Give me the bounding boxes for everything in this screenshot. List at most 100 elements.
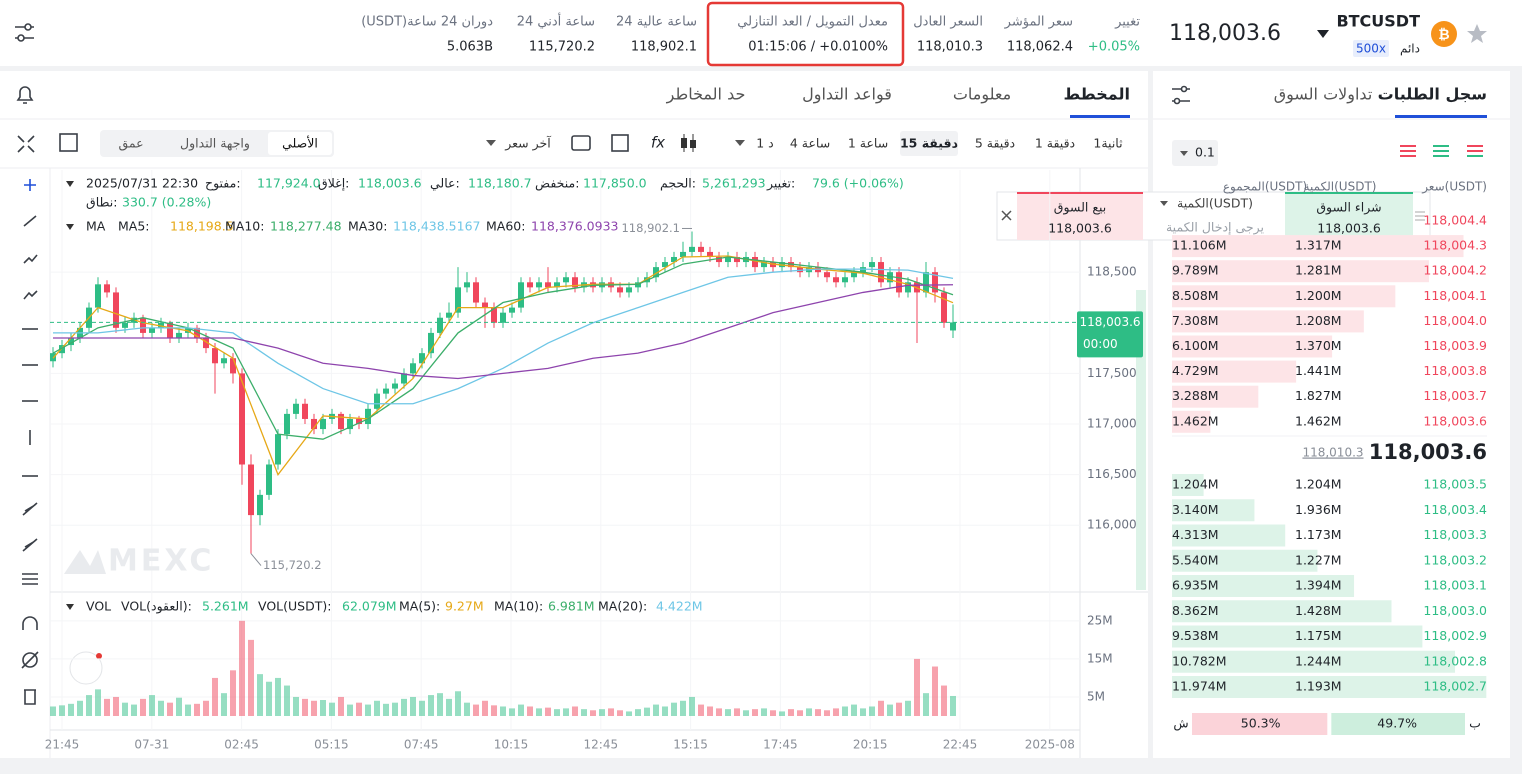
volume-bar [266, 681, 272, 716]
buy-button[interactable] [1285, 192, 1413, 240]
settings-icon[interactable] [15, 23, 34, 42]
panel-icon[interactable] [59, 133, 78, 152]
stat-label: السعر العادل [913, 15, 983, 30]
book-price[interactable]: 118,004.3 [1423, 238, 1487, 253]
book-price[interactable]: 118,004.2 [1423, 263, 1487, 278]
legend-toggle[interactable] [66, 604, 74, 610]
candle-body [518, 282, 524, 308]
chart-tab[interactable]: حد المخاطر [666, 85, 746, 105]
depth-bar [1172, 650, 1456, 673]
candle-body [230, 358, 236, 374]
close-icon[interactable] [1001, 210, 1012, 221]
step-value[interactable]: 0.1 [1195, 145, 1215, 160]
book-price[interactable]: 118,003.6 [1423, 413, 1487, 428]
depth-bar [1172, 625, 1423, 648]
stat-label: سعر المؤشر [1004, 15, 1073, 30]
book-settings-icon[interactable] [1172, 85, 1190, 105]
candle-body [176, 332, 182, 338]
ohlc-value: 117,850.0 [583, 176, 647, 191]
legend-toggle[interactable] [66, 224, 74, 230]
chart-tab[interactable]: قواعد التداول [802, 85, 892, 105]
right-gutter [1510, 71, 1522, 774]
interval[interactable]: دقيقة 5 [975, 136, 1015, 151]
buy-label[interactable]: شراء السوق [1316, 200, 1381, 216]
volume-bar [761, 708, 767, 716]
interval[interactable]: ساعة 4 [790, 136, 830, 151]
candle-body [221, 358, 227, 364]
interval[interactable]: ساعة 1 [848, 136, 888, 151]
view-option[interactable]: واجهة التداول [180, 136, 250, 152]
book-price[interactable]: 118,004.0 [1423, 313, 1487, 328]
candle-body [932, 272, 938, 293]
x-tick-label: 2025-08 [1025, 738, 1075, 752]
qty-dropdown[interactable] [1160, 201, 1168, 206]
book-total: 8.362M [1172, 603, 1219, 618]
book-price[interactable]: 118,003.8 [1423, 363, 1487, 378]
book-qty: 1.370M [1295, 338, 1342, 353]
book-tab[interactable]: سجل الطلبات [1378, 85, 1487, 104]
book-price[interactable]: 118,003.1 [1423, 578, 1487, 593]
candle-body [140, 317, 146, 333]
book-tab[interactable]: تداولات السوق [1274, 85, 1373, 105]
qty-input[interactable]: يرجى إدخال الكمية [1166, 220, 1265, 236]
sell-price[interactable]: 118,003.6 [1048, 221, 1112, 236]
interval[interactable]: دقيقة 1 [1035, 136, 1075, 151]
book-price[interactable]: 118,004.4 [1423, 213, 1487, 228]
book-price[interactable]: 118,002.8 [1423, 653, 1487, 668]
interval[interactable]: دقيقة 15 [900, 136, 958, 151]
volume-bar [293, 696, 299, 716]
step-dropdown[interactable] [1180, 151, 1188, 156]
candle-body [401, 373, 407, 384]
book-price[interactable]: 118,004.1 [1423, 288, 1487, 303]
ma-line [52, 255, 954, 476]
volume-bar [410, 696, 416, 716]
chart-tab[interactable]: المخطط [1064, 85, 1130, 104]
candle-type-icon[interactable] [681, 134, 696, 152]
interval-dropdown[interactable] [735, 140, 745, 146]
drawing-tools[interactable] [21, 179, 39, 705]
candle-body [455, 287, 461, 313]
replay-button[interactable] [69, 651, 103, 685]
legend-name: MA10: [225, 219, 264, 234]
view-option[interactable]: الأصلي [282, 136, 318, 151]
book-price[interactable]: 118,003.9 [1423, 338, 1487, 353]
legend-toggle[interactable] [66, 181, 74, 187]
favorite-star[interactable] [1467, 24, 1487, 43]
price-type[interactable]: آخر سعر [504, 136, 551, 152]
interval[interactable]: د 1 [756, 136, 774, 151]
volume-bar [77, 700, 83, 716]
sell-button[interactable] [1017, 192, 1143, 240]
book-view-icons[interactable] [1400, 145, 1483, 157]
interval[interactable]: ثانية1 [1093, 136, 1123, 151]
book-price[interactable]: 118,002.9 [1423, 628, 1487, 643]
book-price[interactable]: 118,003.5 [1423, 477, 1487, 492]
book-price[interactable]: 118,002.7 [1423, 679, 1487, 694]
ma-label: MA [86, 219, 106, 234]
indicator-icon[interactable]: fx [651, 134, 665, 152]
candle-body [365, 408, 371, 425]
candle-body [194, 327, 200, 338]
book-price[interactable]: 118,003.2 [1423, 552, 1487, 567]
drag-handle[interactable] [1415, 211, 1425, 221]
candle-body [527, 282, 533, 288]
buy-price[interactable]: 118,003.6 [1317, 221, 1381, 236]
book-price[interactable]: 118,003.4 [1423, 502, 1487, 517]
book-price[interactable]: 118,003.3 [1423, 527, 1487, 542]
volume-bar [482, 700, 488, 716]
step-select[interactable] [1172, 140, 1218, 166]
price-dropdown[interactable] [486, 140, 496, 146]
chart-tab[interactable]: معلومات [953, 85, 1011, 105]
symbol[interactable]: BTCUSDT [1336, 12, 1420, 31]
view-option[interactable]: عمق [118, 136, 143, 152]
volume-bar [50, 706, 56, 716]
volume-legend: 62.079M [342, 599, 397, 614]
bell-icon[interactable] [16, 86, 34, 104]
book-price[interactable]: 118,003.0 [1423, 603, 1487, 618]
layout-icon[interactable] [611, 134, 629, 152]
candle-body [284, 413, 290, 435]
symbol-dropdown[interactable] [1317, 30, 1329, 38]
book-price[interactable]: 118,003.7 [1423, 388, 1487, 403]
sell-label[interactable]: بيع السوق [1054, 200, 1106, 216]
fullscreen-icon[interactable] [17, 135, 35, 153]
camera-icon[interactable] [571, 135, 591, 151]
